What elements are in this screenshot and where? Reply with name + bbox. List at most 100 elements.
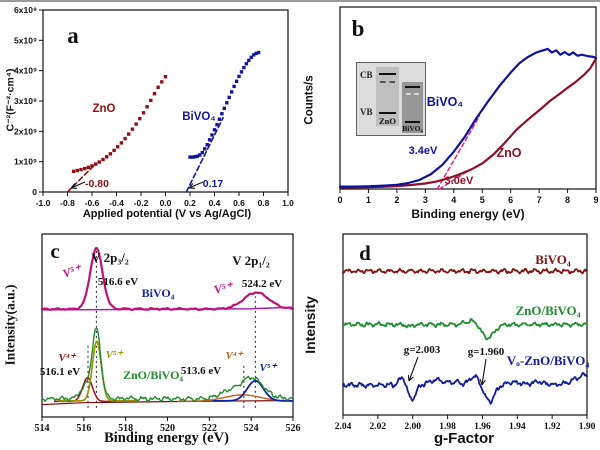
plot-frame — [339, 6, 597, 190]
x-tick-label: 1.96 — [474, 422, 491, 432]
panel-a-mott-schottky: -1.0 -0.8 -0.6 -0.4 -0.2 0.0 0.2 0.4 0.6 0.8 1.0 0 1… — [0, 2, 300, 227]
x-tick-label: -1.0 — [36, 198, 51, 208]
annotation-arrow — [188, 181, 204, 189]
series-point-BiVO4 — [200, 150, 204, 155]
annotation: 0.17 — [203, 178, 224, 190]
x-tick-label: 1.90 — [579, 422, 596, 432]
zno-vb-level — [379, 112, 396, 114]
series-point-ZnO — [163, 75, 168, 79]
annotation: 516.1 eV — [40, 366, 80, 378]
series-point-ZnO — [138, 116, 142, 121]
series-point-BiVO4 — [254, 51, 258, 56]
series-point-BiVO4 — [203, 147, 207, 151]
conduction-band-label: CB — [360, 70, 373, 80]
series-BiVO4-epr — [342, 267, 588, 275]
x-tick-label: 1.98 — [439, 422, 456, 432]
x-tick-label: 1.0 — [282, 198, 294, 208]
x-tick-label: 6 — [508, 195, 513, 205]
series-point-ZnO — [94, 162, 98, 166]
annotation-arrow-head — [407, 374, 410, 382]
y-tick-label: 3x10⁹ — [14, 96, 37, 106]
series-point-ZnO — [97, 160, 101, 164]
series-point-ZnO — [156, 85, 160, 89]
series-point-ZnO — [71, 169, 76, 174]
x-tick-label: 4 — [451, 195, 456, 205]
x-tick-label: 0.8 — [258, 198, 270, 208]
series-point-ZnO — [112, 148, 116, 153]
x-tick-label: 7 — [537, 195, 542, 205]
x-tick-label: 518 — [118, 423, 133, 434]
annotation: ZnO — [497, 146, 522, 160]
annotation: b — [352, 16, 365, 41]
series-point-ZnO — [83, 166, 87, 171]
series-point-BiVO4 — [217, 117, 222, 121]
series-point-BiVO4 — [256, 50, 261, 55]
series-point-BiVO4 — [195, 154, 200, 158]
annotation-arrow-head — [408, 376, 414, 382]
series-point-ZnO — [160, 80, 164, 84]
x-tick-label: 0.2 — [184, 198, 196, 208]
series-point-BiVO4 — [234, 79, 239, 83]
panel-d-epr: 2.04 2.02 2.00 1.98 1.96 1.94 1.92 1.90 d BiVO₄ Zn… — [300, 227, 600, 450]
annotation: V 2p₁/₂ — [232, 253, 270, 268]
annotation: V⁵⁺ — [106, 349, 124, 361]
annotation: V 2p₃/₂ — [91, 250, 129, 265]
series-point-BiVO4 — [252, 53, 256, 57]
series-point-ZnO — [75, 168, 79, 173]
zno-cb-level — [379, 73, 396, 75]
annotation: ZnO/BiVO₄ — [123, 368, 183, 382]
annotation: 516.6 eV — [98, 276, 138, 288]
series-BiVO4-VB-extrapolation — [436, 115, 481, 190]
x-tick-label: -0.8 — [60, 198, 75, 208]
y-tick-label: 6x10⁹ — [14, 5, 37, 15]
series-point-ZnO — [130, 127, 135, 131]
series-point-ZnO — [101, 157, 105, 162]
x-tick-label: 5 — [480, 195, 485, 205]
series-point-BiVO4 — [244, 62, 249, 66]
panel-d-y-axis-label: Intensity — [302, 295, 319, 354]
series-point-ZnO — [141, 111, 146, 115]
panel-b-y-axis-label: Counts/s — [304, 74, 317, 125]
series-V5-fit-524.2 — [212, 379, 294, 402]
zno-fermi-level — [380, 81, 395, 83]
series-point-BiVO4 — [193, 155, 197, 159]
bivo4-fermi-level — [406, 93, 419, 95]
annotation: ZnO/BiVO₄ — [515, 303, 580, 318]
panel-b-valence-band-xps: 0 1 2 3 4 5 6 7 8 9 b BiVO₄ ZnO 3.4eV 3.0eV Counts/s B… — [300, 2, 600, 227]
annotation: V⁴⁺ — [59, 352, 77, 364]
annotation-arrow-head — [479, 379, 483, 386]
x-tick-label: 9 — [593, 195, 598, 205]
bivo4-vb-level — [405, 121, 420, 123]
x-tick-label: 0.0 — [160, 198, 172, 208]
series-point-ZnO — [90, 164, 94, 168]
x-tick-label: 526 — [286, 423, 301, 434]
series-point-BiVO4 — [227, 95, 231, 100]
panel-b-x-axis-label: Binding energy (eV) — [411, 207, 525, 221]
valence-band-label: VB — [360, 107, 373, 117]
annotation: V⁴⁺ — [226, 350, 244, 362]
series-point-ZnO — [79, 167, 83, 172]
annotation-arrow-head — [188, 183, 194, 189]
bivo4-cb-level — [405, 86, 420, 88]
zno-bar-label: ZnO — [378, 116, 396, 126]
y-tick-label: 0 — [32, 187, 37, 197]
x-tick-label: 2.02 — [370, 422, 387, 432]
series-point-ZnO — [134, 122, 138, 126]
annotation-arrow — [481, 358, 487, 386]
series-point-ZnO — [105, 155, 109, 159]
series-point-BiVO4 — [249, 55, 253, 59]
x-tick-label: 2.04 — [335, 422, 352, 432]
x-tick-label: 516 — [76, 423, 91, 434]
x-tick-label: 1.94 — [509, 422, 526, 432]
x-tick-label: 3 — [423, 195, 428, 205]
annotation: BiVO₄ — [427, 95, 464, 109]
x-tick-label: -0.2 — [134, 198, 149, 208]
series-BiVO4-extrapolation — [185, 116, 224, 193]
series-point-BiVO4 — [207, 138, 212, 142]
y-tick-label: 5x10⁹ — [14, 35, 37, 45]
panel-c-v2p-xps: 514 516 518 520 522 524 526 c V⁵⁺ V 2p₃/₂ 516.6 eV… — [0, 227, 300, 450]
panel-c-y-axis-label: Intensity(a.u.) — [2, 283, 18, 366]
series-point-ZnO — [127, 132, 131, 136]
y-tick-label: 4x10⁹ — [14, 66, 37, 76]
series-point-BiVO4 — [205, 143, 209, 147]
